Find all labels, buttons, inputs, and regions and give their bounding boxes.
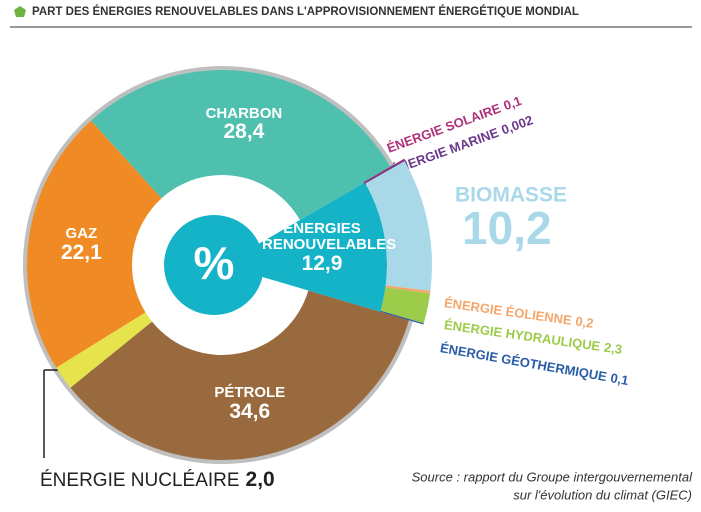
breakdown-slice	[365, 161, 433, 291]
renewables-label: ÉNERGIES RENOUVELABLES 12,9	[262, 220, 397, 275]
center-label: %	[194, 237, 235, 289]
label-name: PÉTROLE	[214, 384, 286, 402]
donut-slice	[56, 312, 153, 388]
label-value: 0,1	[502, 93, 524, 113]
slice-edge	[88, 66, 395, 168]
source-line: sur l'évolution du climat (GIEC)	[513, 487, 692, 502]
breakdown-slice	[364, 159, 406, 185]
breakdown-label: ÉNERGIE GÉOTHERMIQUE0,1	[439, 341, 630, 389]
donut-slice	[90, 69, 391, 220]
label-value: 34,6	[229, 400, 271, 424]
breakdown-slice	[380, 310, 424, 325]
label-value: 12,9	[301, 251, 343, 275]
title-icon	[14, 6, 26, 17]
nuclear-label: ÉNERGIE NUCLÉAIRE 2,0	[40, 468, 275, 492]
label-value: 28,4	[223, 120, 265, 144]
biomass-value: 10,2	[462, 202, 552, 254]
label-value: 0,002	[499, 113, 535, 138]
renewables-slice	[256, 182, 387, 312]
center-disc	[164, 215, 264, 315]
donut-slice	[70, 290, 410, 461]
slice-label: GAZ 22,1	[61, 226, 102, 264]
label-name: CHARBON	[205, 104, 283, 122]
label-value: 2,3	[603, 340, 623, 357]
slice-label: PÉTROLE 34,6	[214, 385, 285, 423]
label-name: ÉNERGIE NUCLÉAIRE	[40, 470, 240, 491]
biomass-name: BIOMASSE	[455, 184, 567, 207]
breakdown-slice	[380, 287, 431, 324]
slice-edge	[52, 367, 71, 391]
label-value: 2,0	[245, 468, 275, 491]
label-name: ÉNERGIES RENOUVELABLES	[262, 220, 397, 253]
label-value: 22,1	[60, 241, 102, 265]
label-value: 0,1	[609, 371, 629, 389]
donut-slice	[26, 120, 162, 368]
breakdown-slice	[385, 285, 431, 294]
label-value: 0,2	[574, 314, 594, 331]
chart-title: PART DES ÉNERGIES RENOUVELABLES DANS L'A…	[32, 5, 579, 18]
slice-label: CHARBON 28,4	[206, 106, 283, 144]
label-name: GAZ	[65, 225, 98, 243]
source-line: Source : rapport du Groupe intergouverne…	[412, 469, 694, 484]
